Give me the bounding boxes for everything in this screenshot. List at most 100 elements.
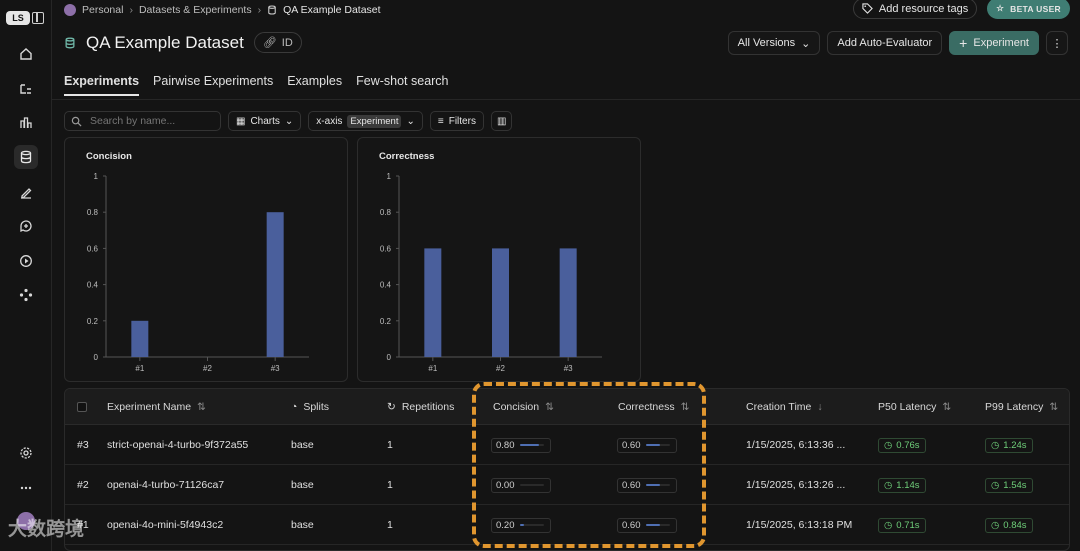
experiment-name-link[interactable]: strict-openai-4-turbo-9f372a55	[107, 439, 249, 451]
prompts-icon[interactable]	[14, 214, 38, 238]
annotate-icon[interactable]	[14, 180, 38, 204]
chart-concision: Concision 0 0.2 0.4 0.6 0.8 1 #1 #2 #3	[64, 137, 348, 382]
column-label: Splits	[303, 401, 330, 413]
repetitions-cell: 1	[387, 439, 393, 451]
copy-id-button[interactable]: 🔗︎ ID	[253, 32, 302, 53]
datasets-icon[interactable]	[14, 145, 38, 169]
search-box[interactable]	[64, 111, 221, 131]
p99-latency-cell: ◷ 1.54s	[985, 465, 1033, 505]
more-options-button[interactable]: ⋮	[1046, 31, 1068, 55]
row-number: #2	[77, 479, 89, 491]
concision-score: 0.80	[496, 439, 515, 451]
breadcrumb-item-personal[interactable]: Personal	[82, 4, 124, 16]
sort-icon: ⇅	[680, 401, 690, 413]
score-bar	[645, 523, 670, 527]
deployments-icon[interactable]	[14, 283, 38, 307]
row-number: #3	[77, 439, 89, 451]
column-header-experiment-name[interactable]: Experiment Name ⇅	[107, 389, 206, 425]
column-header-p50-latency[interactable]: P50 Latency ⇅	[878, 389, 951, 425]
tab-pairwise-experiments[interactable]: Pairwise Experiments	[153, 74, 274, 88]
add-auto-evaluator-button[interactable]: Add Auto-Evaluator	[827, 31, 943, 55]
column-header-repetitions[interactable]: ↻ Repetitions	[387, 389, 454, 425]
pie-icon: ◔	[291, 401, 298, 413]
x-axis-label: x-axis	[316, 115, 343, 127]
score-bar	[645, 443, 670, 447]
new-experiment-button[interactable]: + Experiment	[949, 31, 1039, 55]
columns-button[interactable]: ▥	[490, 111, 513, 131]
column-header-splits[interactable]: ◔ Splits	[291, 389, 329, 425]
more-icon[interactable]	[14, 476, 38, 500]
concision-cell[interactable]: 0.00	[491, 465, 551, 505]
clock-icon: ◷	[991, 439, 1000, 451]
columns-icon: ▥	[496, 115, 507, 127]
add-auto-evaluator-label: Add Auto-Evaluator	[837, 37, 933, 49]
column-header-p99-latency[interactable]: P99 Latency ⇅	[985, 389, 1058, 425]
table-header: Experiment Name ⇅ ◔ Splits ↻ Repetitions…	[65, 389, 1069, 425]
home-icon[interactable]	[14, 42, 38, 66]
breadcrumb: Personal › Datasets & Experiments › QA E…	[64, 2, 381, 18]
tab-experiments[interactable]: Experiments	[64, 74, 140, 96]
experiment-name-link[interactable]: openai-4o-mini-5f4943c2	[107, 519, 224, 531]
chart-correctness: Correctness 0 0.2 0.4 0.6 0.8 1 #1 #2 #3	[357, 137, 641, 382]
repetitions-cell: 1	[387, 519, 393, 531]
kebab-icon: ⋮	[1051, 37, 1063, 50]
column-header-concision[interactable]: Concision ⇅	[493, 389, 554, 425]
logo-icon[interactable]: LS	[6, 11, 30, 25]
sort-icon: ⇅	[1049, 401, 1059, 413]
creation-time-cell: 1/15/2025, 6:13:36 ...	[746, 439, 846, 451]
table-row[interactable]: #2 openai-4-turbo-71126ca7 base 1 0.00 0.60 1/…	[65, 465, 1069, 505]
column-label: Concision	[493, 401, 540, 413]
y-tick-label: 0.8	[87, 208, 99, 217]
bar-2	[492, 248, 509, 357]
p50-latency-cell: ◷ 0.76s	[878, 425, 926, 465]
chart-icon: ▦	[236, 115, 246, 127]
search-input[interactable]	[88, 114, 208, 128]
experiment-name-link[interactable]: openai-4-turbo-71126ca7	[107, 479, 225, 491]
sort-icon: ⇅	[545, 401, 554, 413]
versions-select[interactable]: All Versions ⌄	[727, 31, 821, 55]
correctness-cell[interactable]: 0.60	[617, 505, 677, 545]
breadcrumb-item-datasets[interactable]: Datasets & Experiments	[138, 4, 252, 16]
charts-button[interactable]: ▦ Charts ⌄	[228, 111, 302, 131]
filters-button[interactable]: ≡ Filters	[429, 111, 484, 131]
chevron-right-icon: ›	[129, 4, 133, 16]
column-label: P99 Latency	[985, 401, 1044, 413]
column-label: P50 Latency	[878, 401, 937, 413]
x-axis-select[interactable]: x-axis Experiment ⌄	[308, 111, 423, 131]
sidebar: LS	[0, 0, 52, 551]
tab-few-shot-search[interactable]: Few-shot search	[356, 74, 449, 88]
score-bar-fill	[645, 443, 660, 447]
table-row[interactable]: #1 openai-4o-mini-5f4943c2 base 1 0.20 0.60 1/…	[65, 505, 1069, 545]
column-header-creation-time[interactable]: Creation Time ↓	[746, 389, 823, 425]
p50-value: 1.14s	[896, 479, 920, 491]
correctness-cell[interactable]: 0.60	[617, 465, 677, 505]
table-body: #3 strict-openai-4-turbo-9f372a55 base 1 0.8…	[65, 425, 1069, 545]
concision-cell[interactable]: 0.80	[491, 425, 551, 465]
bar-3	[559, 248, 577, 357]
y-tick-label: 0.2	[87, 317, 99, 326]
chart-svg: 0 0.2 0.4 0.6 0.8 1 #1 #2 #3	[380, 172, 602, 373]
refresh-icon: ↻	[387, 401, 396, 413]
creation-time-cell: 1/15/2025, 6:13:18 PM	[746, 519, 853, 531]
add-resource-tags-button[interactable]: Add resource tags	[852, 0, 978, 19]
user-avatar[interactable]	[17, 512, 35, 530]
tab-examples[interactable]: Examples	[287, 74, 343, 88]
projects-icon[interactable]	[14, 77, 38, 101]
sidebar-collapse-icon[interactable]	[32, 12, 44, 24]
correctness-score: 0.60	[622, 439, 641, 451]
toolbar: ▦ Charts ⌄ x-axis Experiment ⌄ ≡ Filters…	[64, 111, 513, 131]
correctness-score: 0.60	[622, 519, 641, 531]
concision-cell[interactable]: 0.20	[491, 505, 551, 545]
score-bar	[519, 523, 544, 527]
page-title: QA Example Dataset	[86, 32, 244, 52]
select-all-checkbox[interactable]	[77, 389, 87, 425]
sort-icon: ⇅	[197, 401, 206, 413]
y-tick-label: 0	[94, 353, 99, 362]
correctness-cell[interactable]: 0.60	[617, 425, 677, 465]
sort-desc-icon: ↓	[817, 401, 823, 413]
column-header-correctness[interactable]: Correctness ⇅	[618, 389, 689, 425]
settings-icon[interactable]	[14, 441, 38, 465]
table-row[interactable]: #3 strict-openai-4-turbo-9f372a55 base 1 0.8…	[65, 425, 1069, 465]
dashboards-icon[interactable]	[14, 111, 38, 135]
playground-icon[interactable]	[14, 249, 38, 273]
